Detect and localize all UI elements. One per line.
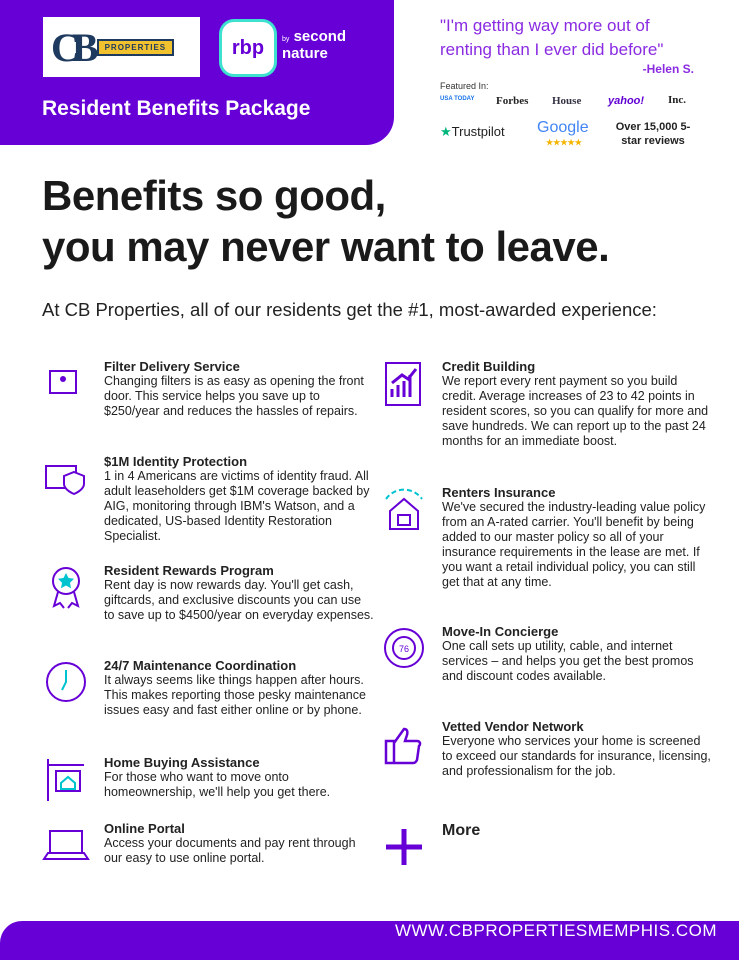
benefit-description: 1 in 4 Americans are victims of identity…: [104, 469, 370, 543]
footer-bar: WWW.CBPROPERTIESMEMPHIS.COM: [0, 921, 739, 960]
hero-banner: CB PROPERTIES rbp by second nature Reside…: [0, 0, 394, 145]
testimonial-author: -Helen S.: [642, 62, 694, 76]
filter-box-icon: [49, 370, 77, 394]
benefit-title: Home Buying Assistance: [104, 755, 260, 770]
google-stars: ★★★★★: [546, 138, 582, 147]
benefit-title: 24/7 Maintenance Coordination: [104, 658, 297, 673]
benefit-title: Filter Delivery Service: [104, 359, 240, 374]
banner-title: Resident Benefits Package: [42, 97, 311, 120]
benefit-title: Resident Rewards Program: [104, 563, 274, 578]
benefit-description: Access your documents and pay rent throu…: [104, 836, 356, 865]
benefit-item: Vetted Vendor Network Everyone who servic…: [384, 719, 712, 779]
benefit-title: $1M Identity Protection: [104, 454, 248, 469]
benefit-description: We've secured the industry-leading value…: [442, 500, 706, 589]
award-ribbon-icon: [52, 567, 80, 609]
chart-up-icon: [385, 362, 421, 406]
benefit-title: Credit Building: [442, 359, 536, 374]
benefit-title: Online Portal: [104, 821, 185, 836]
more-label[interactable]: More: [442, 822, 481, 839]
benefit-description: Rent day is now rewards day. You'll get …: [104, 578, 374, 622]
benefit-item: $1M Identity Protection 1 in 4 Americans …: [45, 454, 374, 544]
rbp-logo: rbp: [222, 22, 274, 74]
usatoday-logo: USA TODAY: [440, 96, 475, 102]
thumbs-up-icon: [384, 727, 422, 765]
yahoo-logo: yahoo!: [608, 95, 645, 107]
id-shield-icon: [45, 465, 85, 496]
benefit-item: 24/7 Maintenance Coordination It always s…: [46, 658, 374, 718]
reviews-count: Over 15,000 5-star reviews: [615, 121, 691, 147]
second-nature-logo: by second nature: [282, 28, 347, 62]
benefit-item: Renters Insurance We've secured the indus…: [385, 485, 712, 590]
testimonial-quote: "I'm getting way more out of renting tha…: [440, 16, 664, 59]
inc-logo: Inc.: [668, 94, 687, 106]
benefit-item: Filter Delivery Service Changing filters …: [49, 359, 374, 419]
benefit-description: One call sets up utility, cable, and int…: [442, 639, 694, 683]
laptop-icon: [42, 830, 90, 860]
benefit-title: Vetted Vendor Network: [442, 719, 584, 734]
benefit-item: Home Buying Assistance For those who want…: [47, 755, 374, 801]
website-link[interactable]: WWW.CBPROPERTIESMEMPHIS.COM: [394, 921, 717, 940]
forbes-logo: Forbes: [496, 95, 529, 107]
benefit-item: 76 Move-In Concierge One call sets up util…: [384, 624, 712, 684]
benefit-description: For those who want to move onto homeowne…: [104, 770, 331, 799]
thermostat-icon: 76: [384, 628, 424, 668]
benefit-item: Resident Rewards Program Rent day is now …: [52, 563, 374, 623]
clock-icon: [46, 662, 86, 702]
benefit-description: We report every rent payment so you buil…: [442, 374, 709, 448]
benefit-description: Everyone who services your home is scree…: [442, 734, 711, 778]
subheading: At CB Properties, all of our residents g…: [42, 299, 657, 320]
benefit-item: Credit Building We report every rent paym…: [385, 359, 712, 449]
svg-text:76: 76: [399, 644, 409, 654]
benefit-description: Changing filters is as easy as opening t…: [104, 374, 364, 418]
cb-properties-logo: CB PROPERTIES: [43, 17, 200, 77]
benefit-description: It always seems like things happen after…: [104, 673, 366, 717]
featured-label: Featured In:: [440, 81, 489, 91]
more-benefits-link[interactable]: More: [386, 822, 712, 865]
google-logo: Google: [537, 119, 589, 136]
house-logo: House: [552, 95, 582, 107]
benefit-title: Renters Insurance: [442, 485, 556, 500]
house-sign-icon: [47, 759, 84, 801]
trustpilot-logo: ★Trustpilot: [440, 124, 505, 139]
benefit-item: Online Portal Access your documents and p…: [42, 821, 374, 866]
house-umbrella-icon: [385, 488, 423, 530]
star-icon: ★: [440, 124, 452, 139]
headline: Benefits so good, you may never want to l…: [42, 172, 610, 270]
benefit-title: Move-In Concierge: [442, 624, 559, 639]
plus-icon: [386, 829, 422, 865]
